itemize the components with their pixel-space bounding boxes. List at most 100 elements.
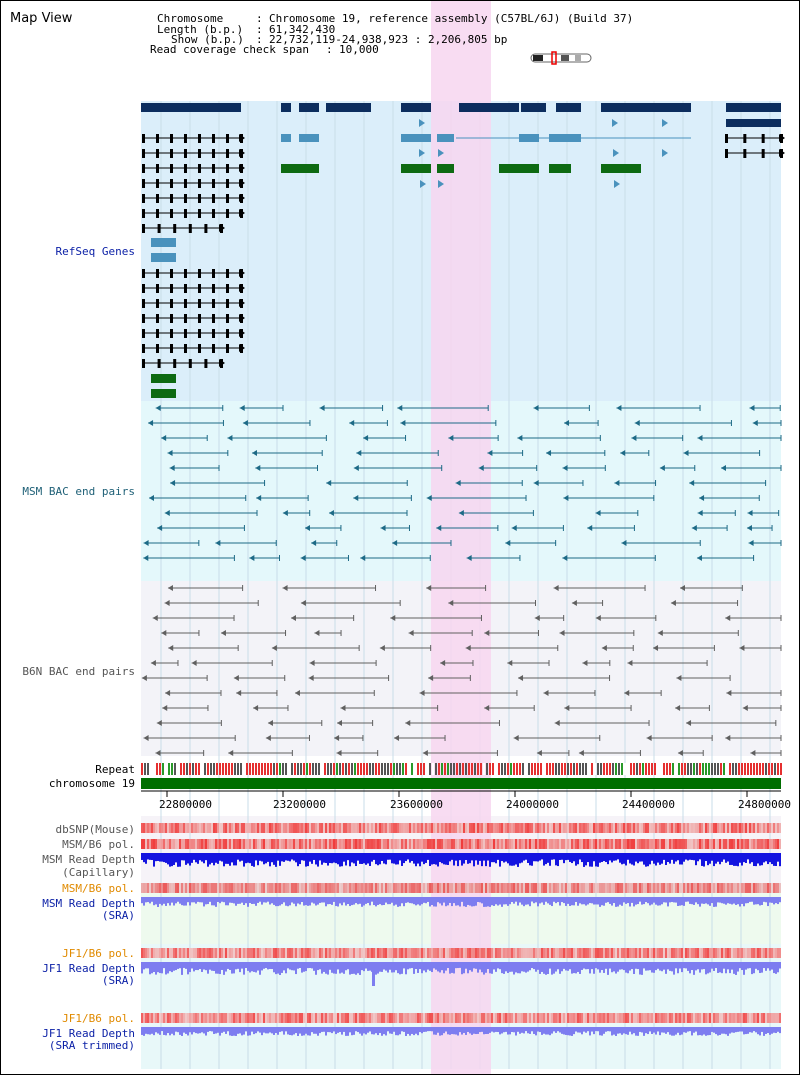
polymorphism-strip bbox=[145, 883, 147, 893]
read-depth-bar bbox=[391, 1027, 393, 1034]
polymorphism-strip bbox=[403, 948, 405, 958]
polymorphism-strip bbox=[587, 823, 589, 833]
track-label-dbsnp[interactable]: dbSNP(Mouse) bbox=[55, 823, 135, 836]
polymorphism-strip bbox=[765, 823, 767, 833]
polymorphism-strip bbox=[671, 883, 673, 893]
polymorphism-strip bbox=[421, 883, 423, 893]
polymorphism-strip bbox=[359, 823, 361, 833]
polymorphism-strip bbox=[193, 839, 195, 849]
polymorphism-strip bbox=[617, 823, 619, 833]
read-depth-bar bbox=[181, 897, 183, 906]
read-depth-bar bbox=[531, 853, 533, 866]
track-label-msm-sra-depth[interactable]: MSM Read Depth bbox=[42, 897, 135, 910]
read-depth-bar bbox=[201, 962, 203, 972]
polymorphism-strip bbox=[517, 883, 519, 893]
gene-strand-arrow bbox=[779, 149, 785, 157]
polymorphism-strip bbox=[555, 823, 557, 833]
polymorphism-strip bbox=[297, 948, 299, 958]
read-depth-bar bbox=[617, 853, 619, 860]
polymorphism-strip bbox=[671, 839, 673, 849]
read-depth-bar bbox=[739, 853, 741, 863]
polymorphism-strip bbox=[287, 883, 289, 893]
repeat-mark bbox=[462, 763, 464, 775]
repeat-mark bbox=[273, 763, 275, 775]
track-label-repeat[interactable]: Repeat bbox=[95, 763, 135, 776]
gene-strand-arrow bbox=[239, 149, 245, 157]
read-depth-bar bbox=[317, 853, 319, 867]
polymorphism-strip bbox=[563, 883, 565, 893]
polymorphism-strip bbox=[711, 839, 713, 849]
polymorphism-strip bbox=[715, 883, 717, 893]
bac-end-marker bbox=[571, 600, 577, 606]
polymorphism-strip bbox=[279, 839, 281, 849]
polymorphism-strip bbox=[231, 839, 233, 849]
read-depth-bar bbox=[351, 962, 353, 974]
polymorphism-strip bbox=[501, 1013, 503, 1023]
repeat-mark bbox=[588, 763, 590, 775]
polymorphism-strip bbox=[779, 839, 781, 849]
read-depth-bar bbox=[699, 962, 701, 973]
track-label-refseq[interactable]: RefSeq Genes bbox=[55, 245, 135, 258]
polymorphism-strip bbox=[765, 883, 767, 893]
repeat-mark bbox=[582, 763, 584, 775]
track-label-msm-depth[interactable]: MSM Read Depth bbox=[42, 853, 135, 866]
polymorphism-strip bbox=[159, 839, 161, 849]
read-depth-bar bbox=[193, 1027, 195, 1033]
track-label-jf1-depth-1[interactable]: JF1 Read Depth bbox=[42, 962, 135, 975]
read-depth-bar bbox=[603, 962, 605, 973]
track-label-jf1-depth-2[interactable]: JF1 Read Depth bbox=[42, 1027, 135, 1040]
polymorphism-strip bbox=[397, 1013, 399, 1023]
polymorphism-strip bbox=[385, 948, 387, 958]
read-depth-bar bbox=[701, 897, 703, 904]
read-depth-bar bbox=[651, 897, 653, 905]
track-label-msm-b6-pol[interactable]: MSM/B6 pol. bbox=[62, 838, 135, 851]
track-label-jf1-pol-1[interactable]: JF1/B6 pol. bbox=[62, 947, 135, 960]
polymorphism-strip bbox=[213, 823, 215, 833]
repeat-mark bbox=[558, 763, 560, 775]
polymorphism-strip bbox=[549, 948, 551, 958]
repeat-mark bbox=[327, 763, 329, 775]
repeat-mark bbox=[351, 763, 353, 775]
read-depth-bar bbox=[403, 1027, 405, 1032]
read-depth-bar bbox=[501, 962, 503, 974]
track-label-jf1-pol-2[interactable]: JF1/B6 pol. bbox=[62, 1012, 135, 1025]
polymorphism-strip bbox=[301, 1013, 303, 1023]
polymorphism-strip bbox=[703, 883, 705, 893]
read-depth-bar bbox=[379, 897, 381, 905]
read-depth-bar bbox=[447, 853, 449, 865]
polymorphism-strip bbox=[201, 948, 203, 958]
polymorphism-strip bbox=[423, 883, 425, 893]
bac-end-marker bbox=[659, 465, 665, 471]
read-depth-bar bbox=[369, 853, 371, 866]
polymorphism-strip bbox=[365, 948, 367, 958]
bac-end-marker bbox=[697, 510, 703, 516]
read-depth-bar bbox=[197, 962, 199, 971]
read-depth-bar bbox=[749, 1027, 751, 1033]
polymorphism-strip bbox=[397, 823, 399, 833]
polymorphism-strip bbox=[147, 948, 149, 958]
bac-end-marker bbox=[336, 750, 342, 756]
polymorphism-strip bbox=[311, 883, 313, 893]
gene-exon bbox=[170, 269, 173, 278]
read-depth-bar bbox=[547, 962, 549, 974]
track-label-msm-b6-pol-sra[interactable]: MSM/B6 pol. bbox=[62, 882, 135, 895]
polymorphism-strip bbox=[741, 823, 743, 833]
gene-exon bbox=[198, 284, 201, 293]
read-depth-bar bbox=[305, 897, 307, 906]
read-depth-bar bbox=[269, 1027, 271, 1033]
polymorphism-strip bbox=[737, 839, 739, 849]
polymorphism-strip bbox=[529, 823, 531, 833]
polymorphism-strip bbox=[369, 883, 371, 893]
gene-exon bbox=[170, 209, 173, 218]
bac-end-marker bbox=[157, 525, 163, 531]
read-depth-bar bbox=[453, 962, 455, 974]
polymorphism-strip bbox=[779, 883, 781, 893]
track-label-chromosome[interactable]: chromosome 19 bbox=[48, 777, 135, 790]
track-label-msm-bac[interactable]: MSM BAC end pairs bbox=[22, 485, 135, 498]
polymorphism-strip bbox=[663, 839, 665, 849]
polymorphism-strip bbox=[679, 839, 681, 849]
read-depth-bar bbox=[563, 962, 565, 969]
read-depth-bar bbox=[413, 853, 415, 864]
polymorphism-strip bbox=[317, 823, 319, 833]
track-label-b6n-bac[interactable]: B6N BAC end pairs bbox=[22, 665, 135, 678]
